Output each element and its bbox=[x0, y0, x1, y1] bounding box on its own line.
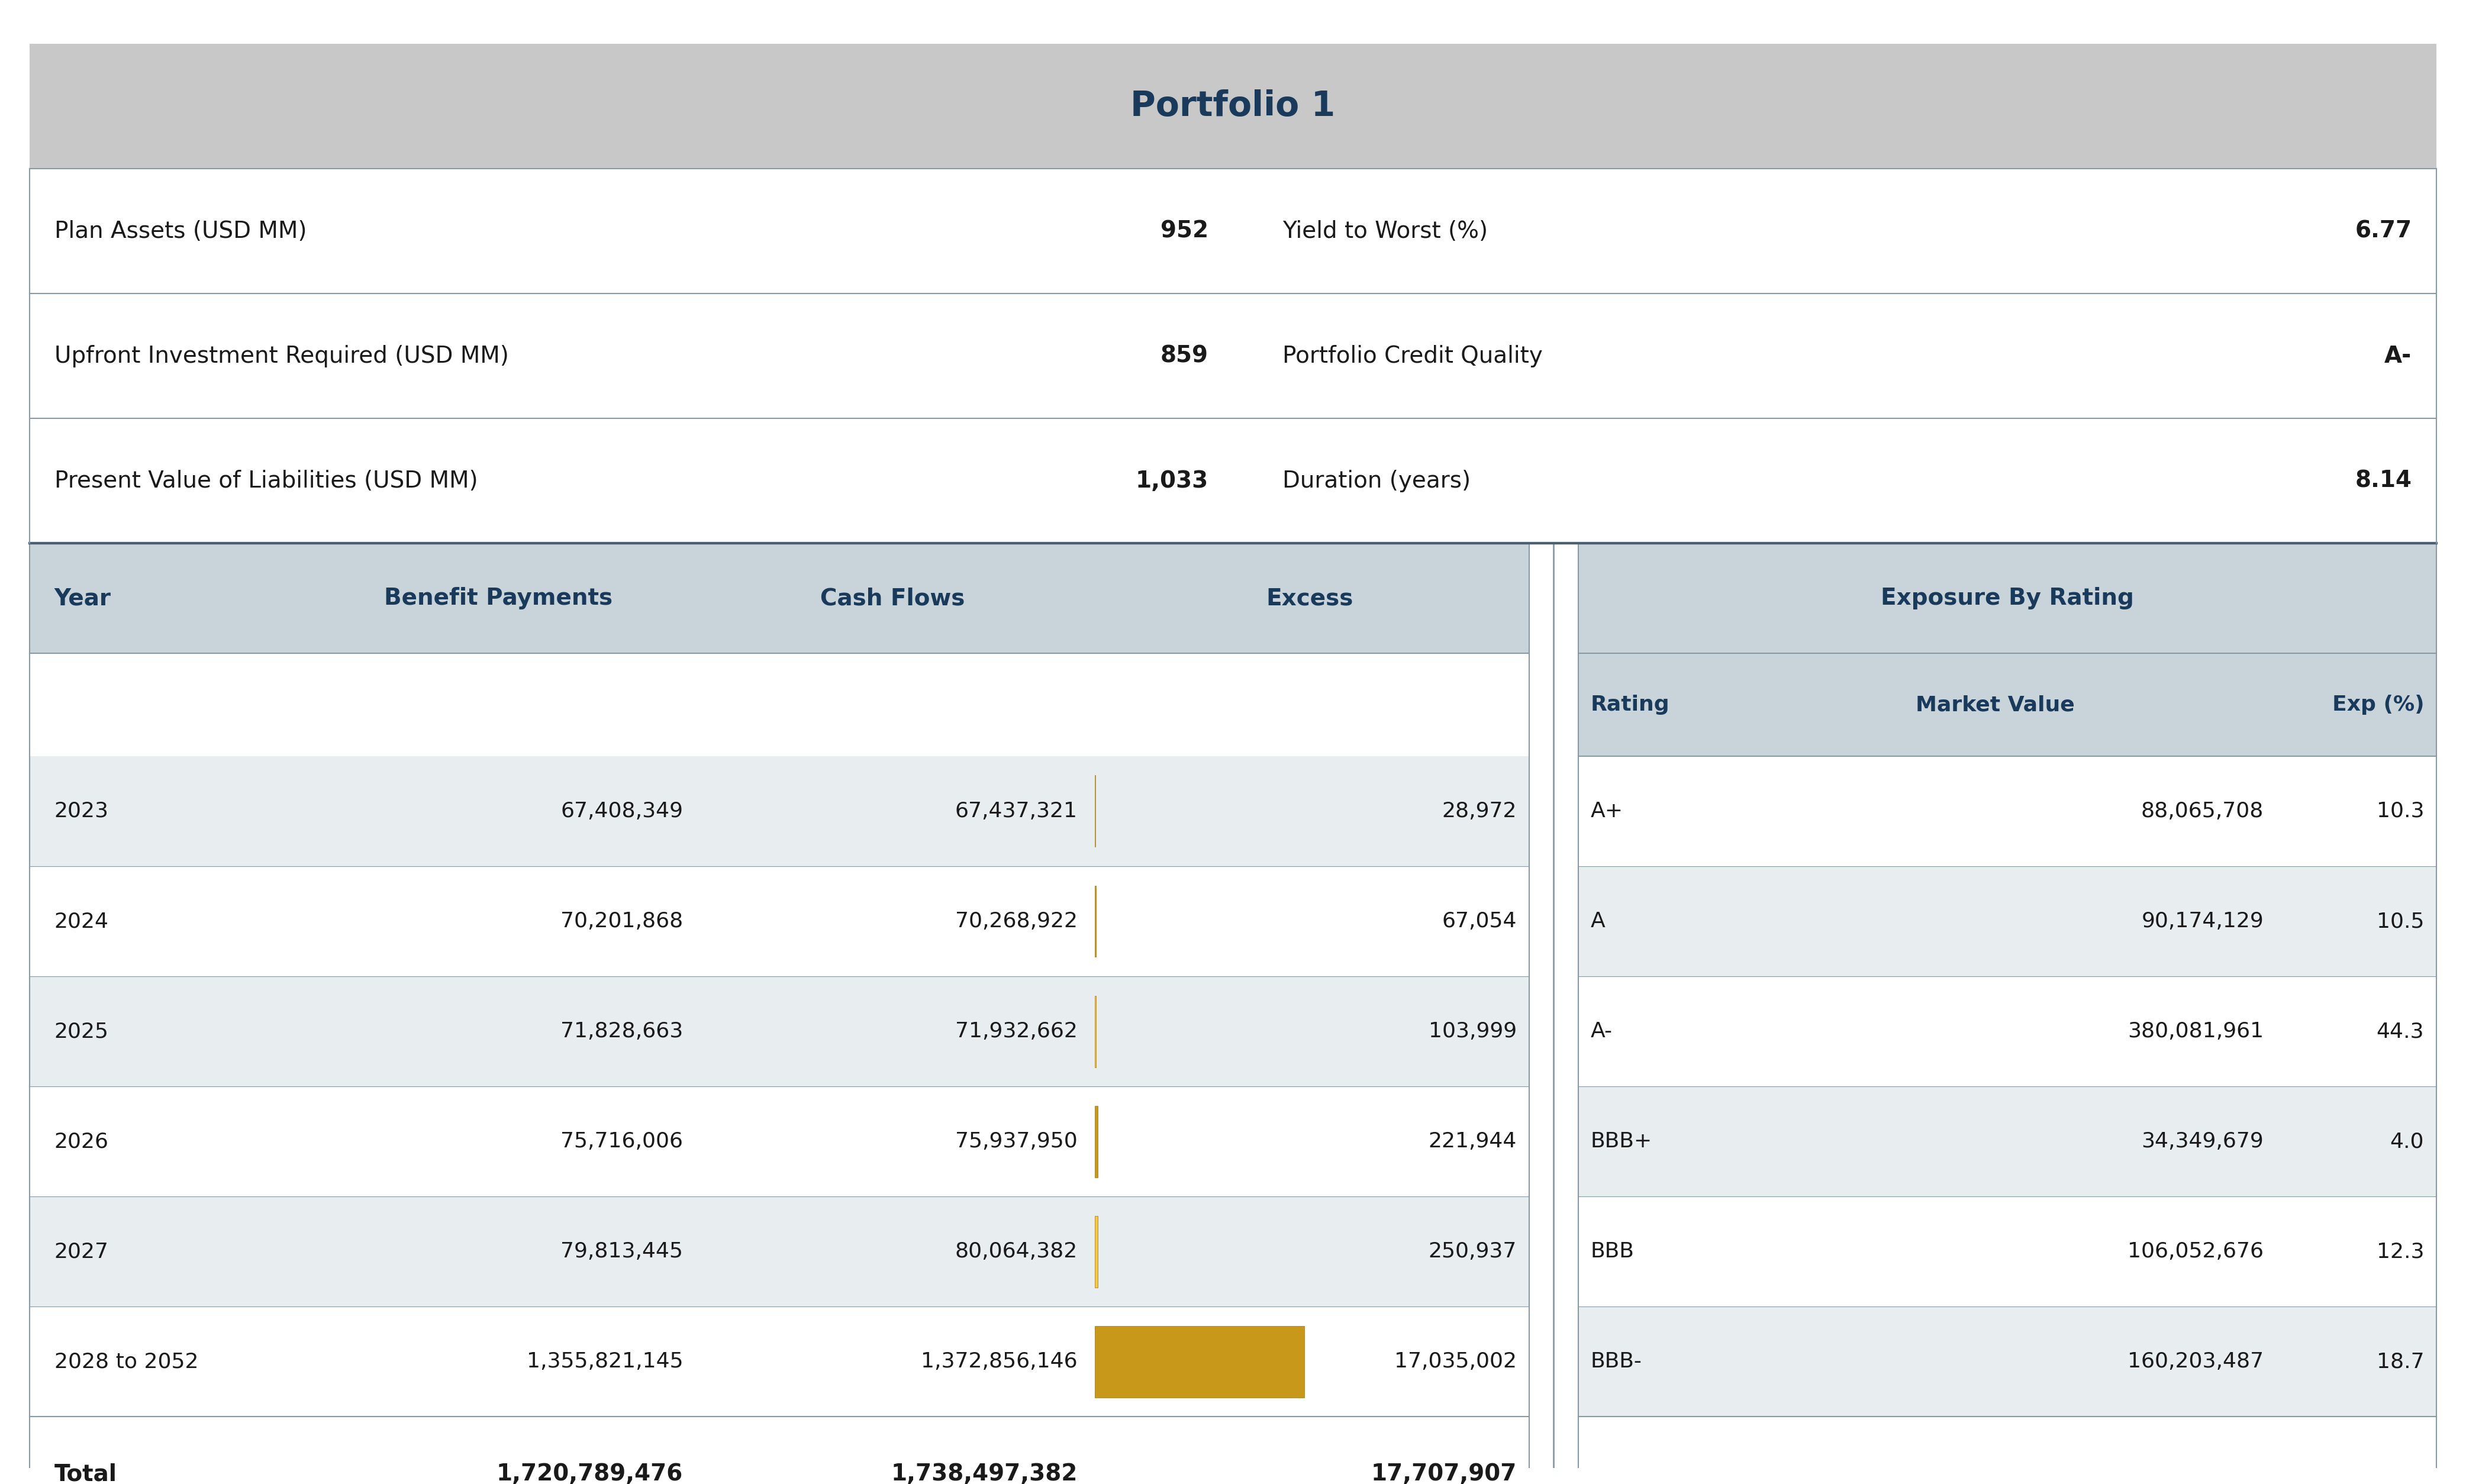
FancyBboxPatch shape bbox=[30, 1196, 1529, 1307]
Text: 88,065,708: 88,065,708 bbox=[2140, 801, 2264, 821]
FancyBboxPatch shape bbox=[1578, 976, 2436, 1086]
FancyBboxPatch shape bbox=[1095, 1327, 1305, 1398]
FancyBboxPatch shape bbox=[1095, 1215, 1097, 1288]
Text: 250,937: 250,937 bbox=[1428, 1242, 1517, 1261]
FancyBboxPatch shape bbox=[30, 867, 1529, 976]
Text: 17,707,907: 17,707,907 bbox=[1371, 1463, 1517, 1484]
Text: 67,437,321: 67,437,321 bbox=[954, 801, 1078, 821]
Text: Portfolio Credit Quality: Portfolio Credit Quality bbox=[1282, 344, 1544, 367]
Text: 6.77: 6.77 bbox=[2355, 220, 2412, 242]
Text: 8.14: 8.14 bbox=[2355, 469, 2412, 493]
Text: A+: A+ bbox=[1591, 801, 1623, 821]
FancyBboxPatch shape bbox=[30, 543, 1529, 653]
Text: 17,035,002: 17,035,002 bbox=[1393, 1352, 1517, 1371]
Text: 2028 to 2052: 2028 to 2052 bbox=[54, 1352, 197, 1371]
Text: 71,828,663: 71,828,663 bbox=[560, 1021, 683, 1042]
Text: Portfolio 1: Portfolio 1 bbox=[1129, 89, 1337, 123]
Text: 71,932,662: 71,932,662 bbox=[954, 1021, 1078, 1042]
Text: 18.7: 18.7 bbox=[2377, 1352, 2424, 1371]
Text: BBB+: BBB+ bbox=[1591, 1131, 1652, 1152]
FancyBboxPatch shape bbox=[1578, 867, 2436, 976]
Text: 67,054: 67,054 bbox=[1443, 911, 1517, 932]
Text: Benefit Payments: Benefit Payments bbox=[385, 588, 612, 610]
Text: 2027: 2027 bbox=[54, 1242, 109, 1261]
Text: 70,268,922: 70,268,922 bbox=[954, 911, 1078, 932]
Text: 4.0: 4.0 bbox=[2390, 1131, 2424, 1152]
Text: Cash Flows: Cash Flows bbox=[821, 588, 964, 610]
Text: 70,201,868: 70,201,868 bbox=[560, 911, 683, 932]
Text: Market Value: Market Value bbox=[1916, 695, 2074, 715]
FancyBboxPatch shape bbox=[1578, 543, 2436, 653]
Text: 1,372,856,146: 1,372,856,146 bbox=[920, 1352, 1078, 1371]
Text: 106,052,676: 106,052,676 bbox=[2128, 1242, 2264, 1261]
FancyBboxPatch shape bbox=[30, 1417, 1529, 1484]
Text: 2023: 2023 bbox=[54, 801, 109, 821]
FancyBboxPatch shape bbox=[1578, 1196, 2436, 1307]
Text: 67,408,349: 67,408,349 bbox=[560, 801, 683, 821]
FancyBboxPatch shape bbox=[30, 1307, 1529, 1417]
Text: 2024: 2024 bbox=[54, 911, 109, 932]
Text: 380,081,961: 380,081,961 bbox=[2128, 1021, 2264, 1042]
Text: 75,716,006: 75,716,006 bbox=[560, 1131, 683, 1152]
Text: 10.3: 10.3 bbox=[2377, 801, 2424, 821]
Text: Year: Year bbox=[54, 588, 111, 610]
Text: 1,720,789,476: 1,720,789,476 bbox=[496, 1463, 683, 1484]
Text: 160,203,487: 160,203,487 bbox=[2128, 1352, 2264, 1371]
Text: 10.5: 10.5 bbox=[2377, 911, 2424, 932]
Text: 12.3: 12.3 bbox=[2377, 1242, 2424, 1261]
FancyBboxPatch shape bbox=[1578, 1086, 2436, 1196]
Text: A: A bbox=[1591, 911, 1605, 932]
Text: 80,064,382: 80,064,382 bbox=[954, 1242, 1078, 1261]
Text: 221,944: 221,944 bbox=[1428, 1131, 1517, 1152]
Text: 90,174,129: 90,174,129 bbox=[2140, 911, 2264, 932]
Text: 1,738,497,382: 1,738,497,382 bbox=[890, 1463, 1078, 1484]
Text: 1,355,821,145: 1,355,821,145 bbox=[525, 1352, 683, 1371]
FancyBboxPatch shape bbox=[30, 757, 1529, 867]
FancyBboxPatch shape bbox=[30, 1086, 1529, 1196]
Text: 2025: 2025 bbox=[54, 1021, 109, 1042]
Text: BBB-: BBB- bbox=[1591, 1352, 1642, 1371]
Text: 28,972: 28,972 bbox=[1443, 801, 1517, 821]
Text: Exp (%): Exp (%) bbox=[2333, 695, 2424, 715]
Text: 2026: 2026 bbox=[54, 1131, 109, 1152]
Text: Plan Assets (USD MM): Plan Assets (USD MM) bbox=[54, 220, 306, 242]
Text: A-: A- bbox=[2385, 344, 2412, 367]
Text: Total: Total bbox=[54, 1463, 116, 1484]
FancyBboxPatch shape bbox=[1095, 1106, 1097, 1177]
FancyBboxPatch shape bbox=[30, 45, 2436, 169]
Text: 34,349,679: 34,349,679 bbox=[2140, 1131, 2264, 1152]
Text: 79,813,445: 79,813,445 bbox=[560, 1242, 683, 1261]
Text: Yield to Worst (%): Yield to Worst (%) bbox=[1282, 220, 1487, 242]
Text: Duration (years): Duration (years) bbox=[1282, 469, 1470, 493]
Text: 75,937,950: 75,937,950 bbox=[954, 1131, 1078, 1152]
FancyBboxPatch shape bbox=[30, 976, 1529, 1086]
FancyBboxPatch shape bbox=[1578, 653, 2436, 757]
Text: 103,999: 103,999 bbox=[1428, 1021, 1517, 1042]
Text: 1,033: 1,033 bbox=[1134, 469, 1208, 493]
Text: Excess: Excess bbox=[1265, 588, 1354, 610]
Text: 44.3: 44.3 bbox=[2377, 1021, 2424, 1042]
Text: BBB: BBB bbox=[1591, 1242, 1635, 1261]
Text: Rating: Rating bbox=[1591, 695, 1669, 715]
Text: Upfront Investment Required (USD MM): Upfront Investment Required (USD MM) bbox=[54, 344, 508, 367]
Text: 859: 859 bbox=[1161, 344, 1208, 367]
FancyBboxPatch shape bbox=[1578, 1307, 2436, 1417]
FancyBboxPatch shape bbox=[1578, 757, 2436, 867]
FancyBboxPatch shape bbox=[1578, 1417, 2436, 1484]
Text: A-: A- bbox=[1591, 1021, 1613, 1042]
Text: 952: 952 bbox=[1161, 220, 1208, 242]
Text: Exposure By Rating: Exposure By Rating bbox=[1882, 588, 2133, 610]
Text: Present Value of Liabilities (USD MM): Present Value of Liabilities (USD MM) bbox=[54, 469, 478, 493]
